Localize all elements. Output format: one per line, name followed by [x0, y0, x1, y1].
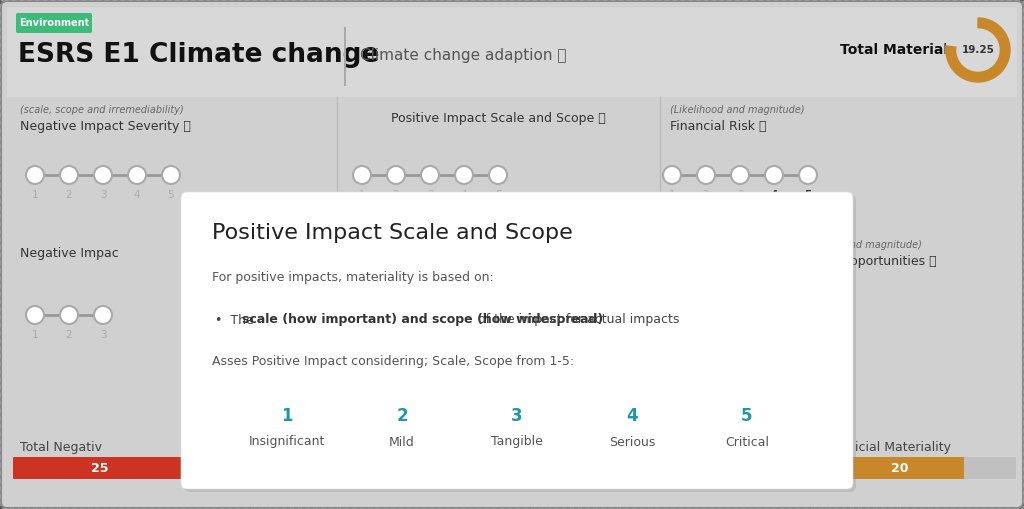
Text: 1: 1	[32, 190, 38, 200]
Circle shape	[731, 166, 749, 184]
Text: (scale, scope and irremediability): (scale, scope and irremediability)	[20, 105, 183, 115]
Text: ESRS E1 Climate change: ESRS E1 Climate change	[18, 42, 379, 68]
FancyBboxPatch shape	[834, 457, 966, 479]
Text: 1: 1	[669, 190, 675, 200]
Text: •  The: • The	[215, 314, 258, 326]
Text: Positive Impact Scale and Scope ⓘ: Positive Impact Scale and Scope ⓘ	[390, 111, 605, 125]
Text: 3: 3	[669, 330, 675, 340]
Circle shape	[765, 166, 783, 184]
Text: Climate change adaption ⓘ: Climate change adaption ⓘ	[360, 47, 566, 63]
Text: Asses Positive Impact considering; Scale, Scope from 1-5:: Asses Positive Impact considering; Scale…	[212, 354, 574, 367]
Circle shape	[162, 166, 180, 184]
Text: 4: 4	[627, 407, 638, 425]
Text: scale (how important) and scope (how widespread): scale (how important) and scope (how wid…	[242, 314, 603, 326]
Text: (and magnitude): (and magnitude)	[840, 240, 922, 250]
Text: 19.25: 19.25	[962, 45, 994, 55]
Circle shape	[663, 306, 681, 324]
Text: 5: 5	[168, 190, 174, 200]
Text: Financial Risk ⓘ: Financial Risk ⓘ	[670, 120, 767, 132]
Text: Negative Impact Severity ⓘ: Negative Impact Severity ⓘ	[20, 120, 190, 132]
Circle shape	[697, 166, 715, 184]
Circle shape	[455, 166, 473, 184]
Text: 3: 3	[736, 190, 743, 200]
Circle shape	[489, 166, 507, 184]
Text: Environment: Environment	[18, 18, 89, 28]
FancyBboxPatch shape	[16, 13, 92, 33]
Text: Critical: Critical	[725, 436, 769, 448]
Text: Positive Impact Scale and Scope: Positive Impact Scale and Scope	[212, 223, 572, 243]
Text: 2: 2	[702, 190, 710, 200]
Text: 2: 2	[392, 190, 399, 200]
Text: 25: 25	[91, 462, 109, 474]
Circle shape	[60, 166, 78, 184]
Text: 2: 2	[396, 407, 408, 425]
FancyBboxPatch shape	[964, 457, 1016, 479]
Text: 20: 20	[891, 462, 908, 474]
Text: (Likelihood and magnitude): (Likelihood and magnitude)	[670, 105, 805, 115]
Text: Total Material: Total Material	[840, 43, 948, 57]
Text: 3: 3	[99, 190, 106, 200]
Circle shape	[387, 166, 406, 184]
Text: 4: 4	[134, 190, 140, 200]
Polygon shape	[946, 18, 1010, 82]
FancyBboxPatch shape	[13, 457, 195, 479]
Circle shape	[128, 166, 146, 184]
Text: 5: 5	[495, 190, 502, 200]
Circle shape	[799, 166, 817, 184]
Text: 5: 5	[805, 190, 812, 200]
Text: 3: 3	[99, 330, 106, 340]
Circle shape	[94, 306, 112, 324]
Text: 1: 1	[282, 407, 293, 425]
Text: 3: 3	[511, 407, 523, 425]
Text: Opportunities ⓘ: Opportunities ⓘ	[840, 254, 937, 268]
Text: Tangible: Tangible	[492, 436, 543, 448]
Text: Serious: Serious	[609, 436, 655, 448]
Text: Negative Impac: Negative Impac	[20, 246, 119, 260]
FancyBboxPatch shape	[184, 195, 856, 492]
Text: 2: 2	[66, 330, 73, 340]
Text: of the impact for actual impacts: of the impact for actual impacts	[474, 314, 679, 326]
Text: Total Negativ: Total Negativ	[20, 441, 102, 455]
Text: 3: 3	[427, 190, 433, 200]
Text: 5: 5	[741, 407, 753, 425]
Text: Mild: Mild	[389, 436, 415, 448]
Text: 1: 1	[358, 190, 366, 200]
FancyBboxPatch shape	[7, 7, 1017, 97]
Circle shape	[60, 306, 78, 324]
Circle shape	[421, 166, 439, 184]
Circle shape	[663, 166, 681, 184]
Text: 5: 5	[736, 330, 743, 340]
FancyBboxPatch shape	[181, 192, 853, 489]
Text: 4: 4	[702, 330, 710, 340]
Text: 4: 4	[770, 190, 777, 200]
Text: 1: 1	[32, 330, 38, 340]
Circle shape	[731, 306, 749, 324]
Circle shape	[353, 166, 371, 184]
Circle shape	[26, 166, 44, 184]
Text: 2: 2	[66, 190, 73, 200]
Circle shape	[26, 306, 44, 324]
Circle shape	[94, 166, 112, 184]
Text: For positive impacts, materiality is based on:: For positive impacts, materiality is bas…	[212, 271, 494, 285]
Text: icial Materiality: icial Materiality	[855, 441, 951, 455]
Text: Insignificant: Insignificant	[249, 436, 326, 448]
Circle shape	[957, 29, 999, 71]
Polygon shape	[946, 18, 1010, 82]
Circle shape	[697, 306, 715, 324]
Text: 4: 4	[461, 190, 467, 200]
